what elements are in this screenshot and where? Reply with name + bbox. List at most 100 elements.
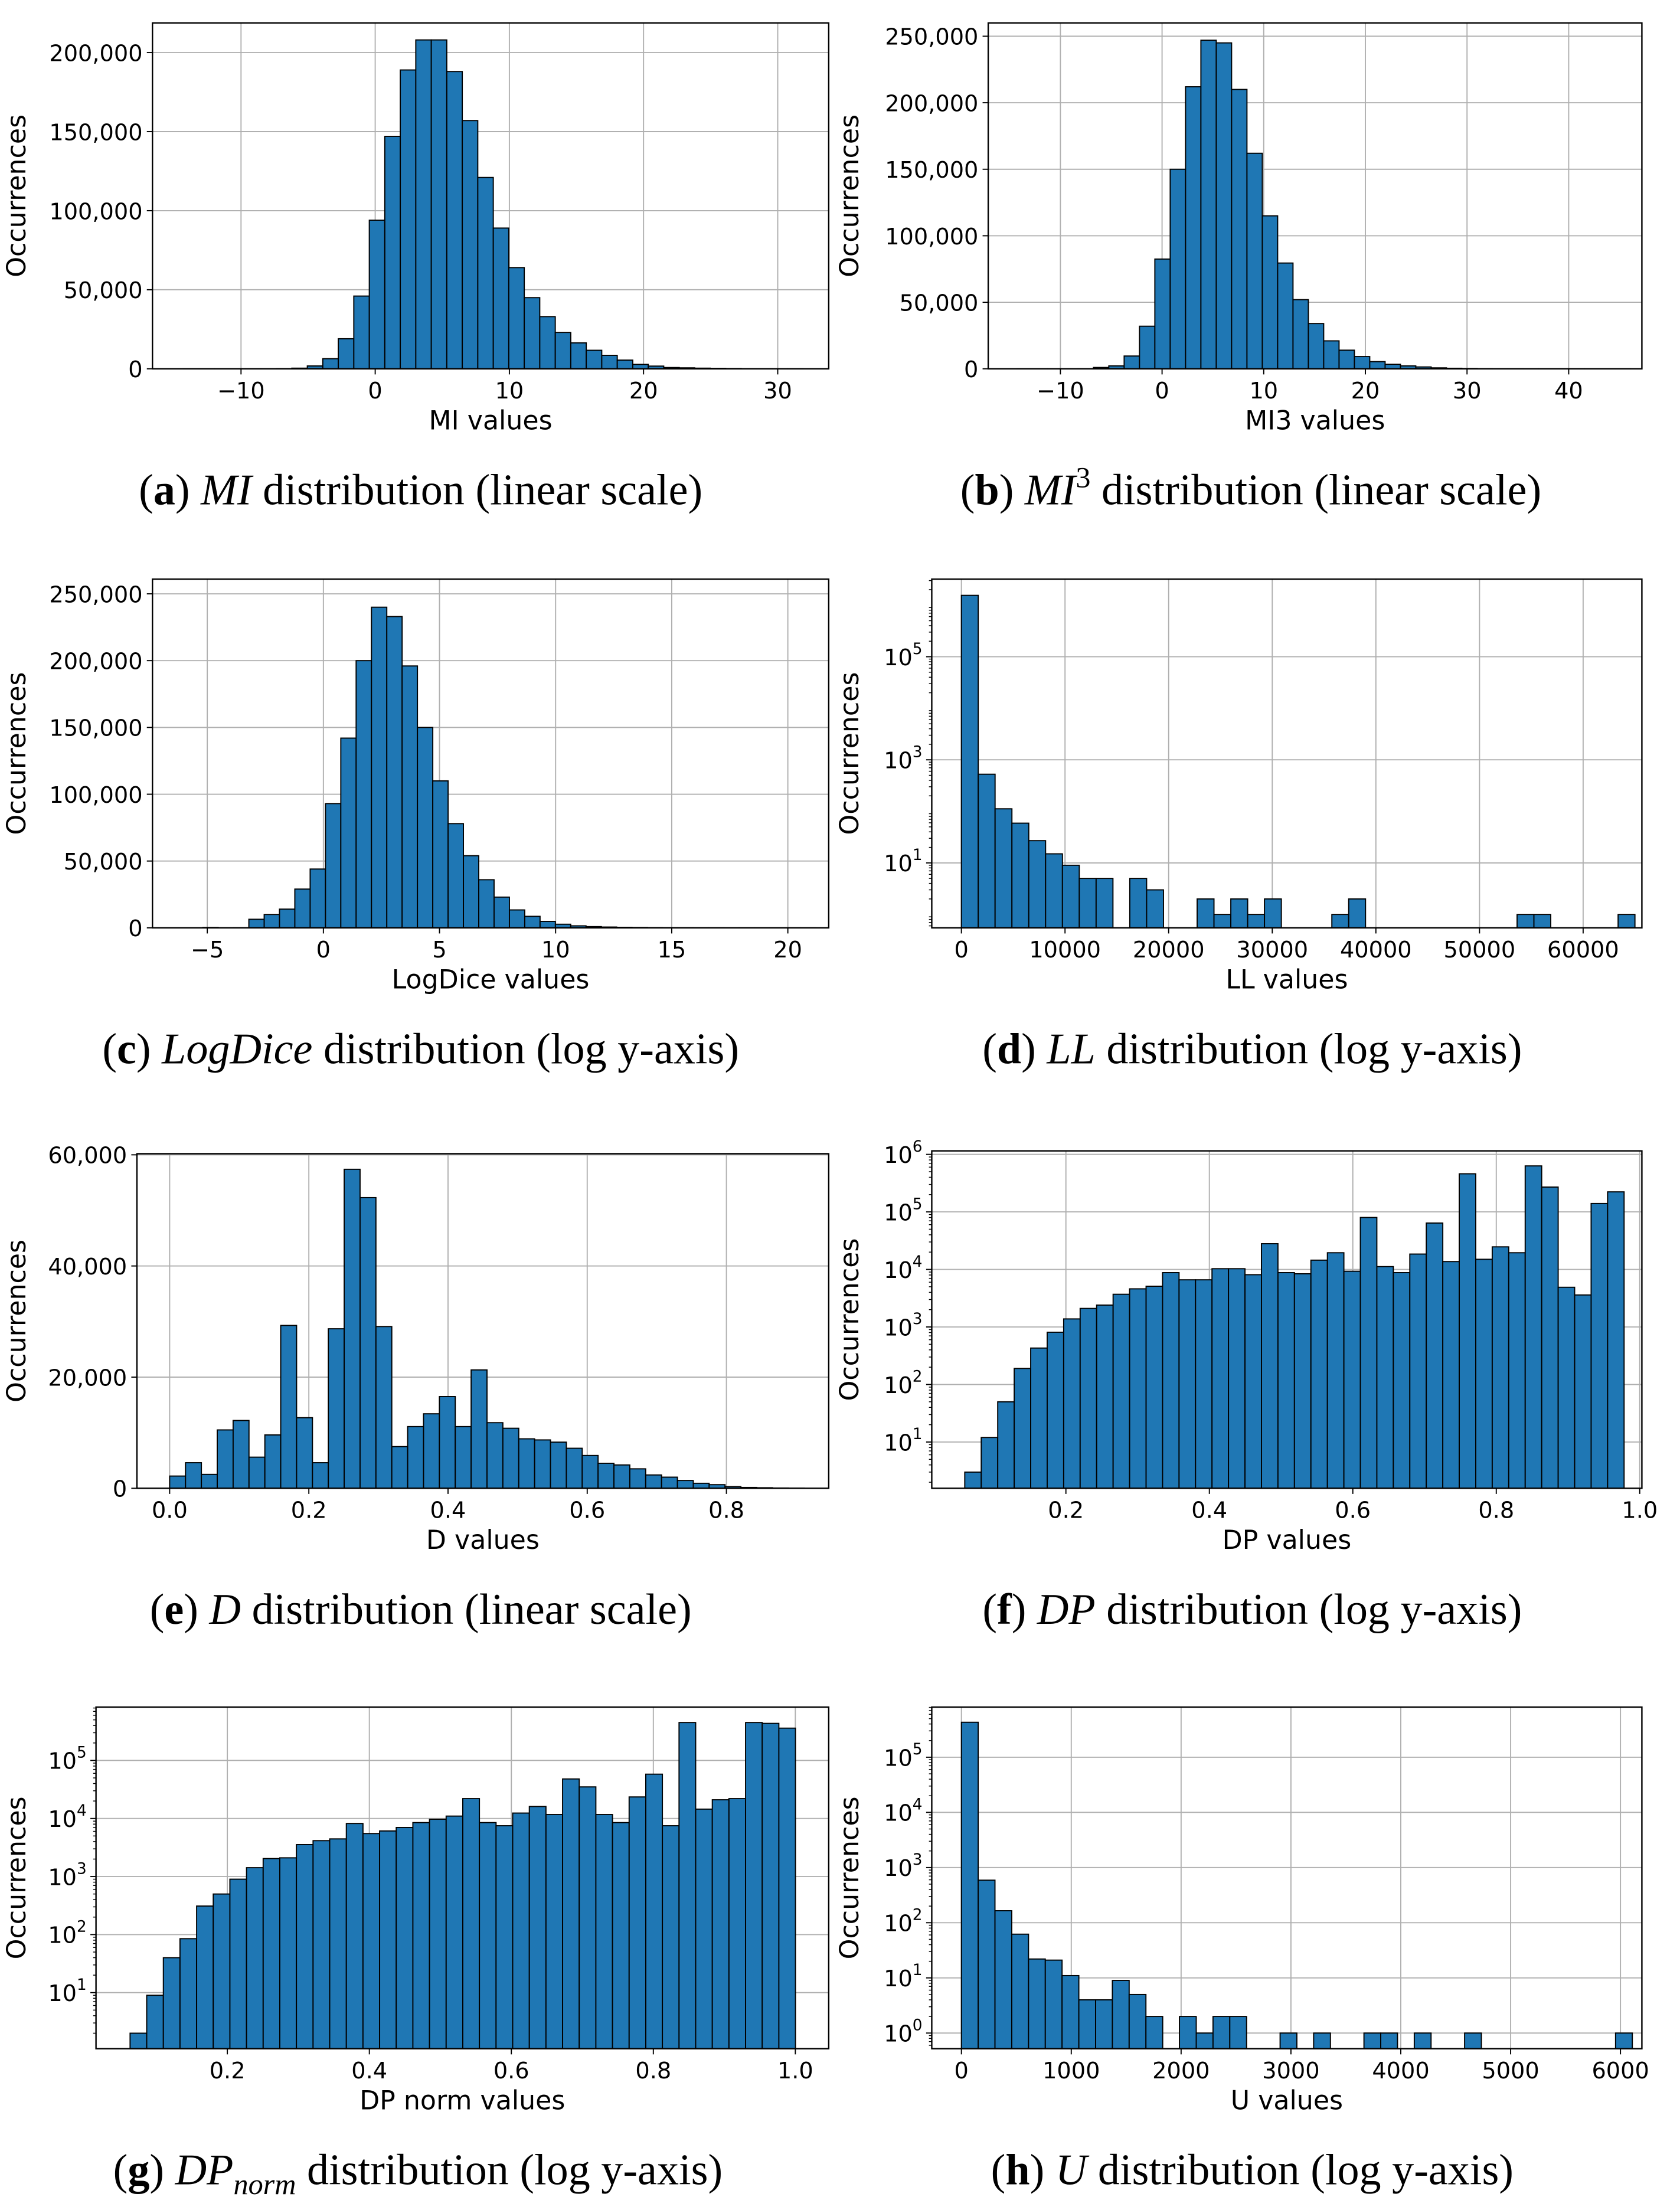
histogram-bar [479,1822,497,2049]
histogram-bar [1061,864,1080,929]
axes-frame [931,1150,1643,1489]
histogram-bar [994,1910,1012,2049]
histogram-bar [545,1814,564,2049]
x-tick-label: −10 [1037,378,1084,404]
histogram-bar [1078,1999,1096,2049]
histogram-bar [262,1858,280,2049]
x-tick-label: 0.0 [152,1498,188,1524]
histogram-bar [960,594,979,929]
histogram-bar [980,1437,999,1489]
y-tick-label: 150,000 [49,715,142,742]
histogram-bar [1264,898,1282,929]
histogram-bar [322,358,339,370]
histogram-bar [493,896,510,929]
histogram-bar [661,1476,678,1489]
histogram-bar [129,2032,148,2049]
subfigure-caption: (f) DP distribution (log y-axis) [982,1585,1522,1634]
histogram-bar [1614,2032,1633,2049]
x-tick-label: 40000 [1340,937,1412,963]
y-tick-label: 100,000 [49,782,142,809]
y-tick-label: 100 [884,2016,922,2047]
histogram-bar [294,888,311,929]
x-tick-label: 0 [955,2058,969,2084]
x-tick-label: 1000 [1042,2058,1100,2084]
histogram-bar [325,803,342,929]
histogram-bar [446,71,463,370]
histogram-bar [1011,822,1029,929]
histogram-bar [248,1456,266,1489]
histogram-bar [407,1426,424,1489]
histogram-bar [1533,914,1551,929]
histogram-bar [328,1328,345,1489]
histogram-bar [645,1773,663,2049]
histogram-bar [566,1447,583,1489]
histogram-bar [695,1808,713,2049]
histogram-bar [554,332,571,370]
histogram-bar [960,1721,979,2049]
y-tick-label: 20,000 [48,1365,127,1391]
histogram-bar [1409,1253,1427,1489]
histogram-bar [375,1326,393,1489]
x-tick-label: 0 [368,378,382,404]
histogram-bar [1380,2032,1398,2049]
histogram-bar [1459,1173,1476,1489]
histogram-bar [1044,1959,1063,2049]
histogram-bar [1348,898,1367,929]
x-tick-label: 20000 [1133,937,1205,963]
histogram-bar [550,1441,567,1489]
histogram-bar [1079,1307,1097,1489]
x-axis-label: DP values [1223,1525,1352,1555]
histogram-bar [1261,1243,1279,1489]
histogram-bar [1574,1294,1592,1489]
y-tick-label: 250,000 [885,24,978,51]
axes-frame [152,22,830,370]
histogram-bar [344,1168,361,1489]
x-tick-label: 0.2 [1048,1498,1084,1524]
histogram-bar [1230,898,1248,929]
histogram-bar [1178,1279,1197,1489]
histogram-bar [1197,898,1215,929]
y-axis-label: Occurrences [835,1796,865,1959]
histogram-bar [280,1325,298,1489]
histogram-bar [296,1844,314,2049]
histogram-bar [391,1446,408,1489]
histogram-bar [329,1838,347,2049]
histogram-bar [1063,1318,1081,1489]
x-tick-label: 0.8 [1478,1498,1514,1524]
histogram-bar [462,1798,481,2049]
histogram-bar [1413,2032,1432,2049]
histogram-bar [778,1727,796,2049]
histogram-bar [396,1827,414,2049]
x-tick-label: 10 [1249,378,1278,404]
histogram-bar [628,1796,646,2049]
histogram-bar [539,921,556,929]
histogram-bar [612,1822,630,2049]
histogram-bar [229,1878,247,2049]
x-tick-label: 10000 [1029,937,1101,963]
chart-f: 0.2 0.4 0.6 0.8 1.0 101 102 103 104 105 106 DP valu… [835,1138,1658,1634]
histogram-bar [1617,914,1636,929]
histogram-bar [312,1462,329,1489]
histogram-bar [1326,1252,1345,1489]
histogram-bar [309,868,326,929]
x-tick-label: 40 [1554,378,1583,404]
chart-a: −10 0 10 20 30 0 50,000 100,000 150,000 200,000 MI… [2,22,830,514]
subfigure-caption: (g) DPnorm distribution (log y-axis) [113,2146,723,2201]
y-tick-label: 200,000 [49,649,142,675]
histogram-bar [362,1833,381,2049]
y-tick-label: 250,000 [49,581,142,608]
x-tick-label: 0 [316,937,331,963]
chart-b: −10 0 10 20 30 40 0 50,000 100,000 150,000 200,000… [835,22,1643,514]
x-tick-label: 20 [1351,378,1380,404]
x-tick-label: 20 [629,378,658,404]
y-tick-label: 0 [113,1476,127,1503]
histogram-bar [1308,323,1325,370]
histogram-bar [312,1840,331,2049]
histogram-bar [1011,1933,1029,2049]
x-tick-label: 30000 [1236,937,1308,963]
histogram-bar [1162,1272,1180,1489]
y-axis-label: Occurrences [2,1796,32,1959]
axes-frame [987,22,1643,370]
x-tick-label: 15 [658,937,687,963]
histogram-bar [384,136,401,370]
